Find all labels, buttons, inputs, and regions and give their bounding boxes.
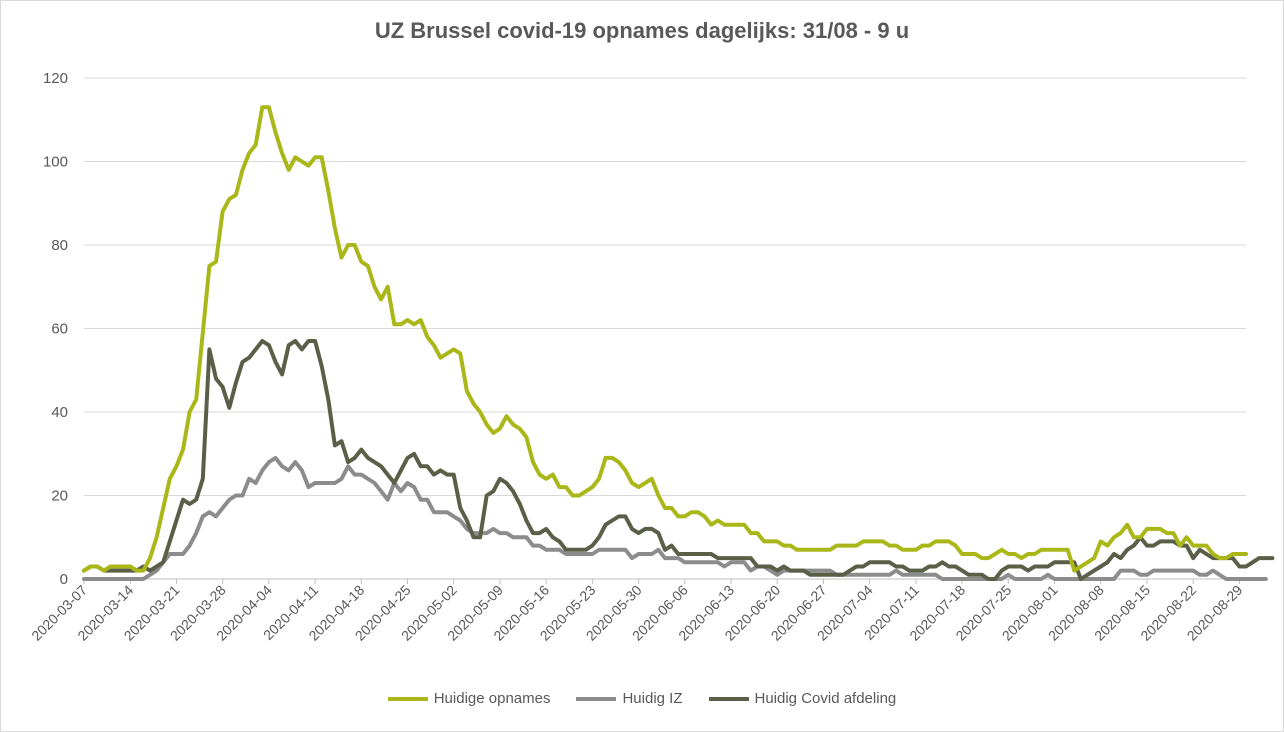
legend-item-huidige-opnames: Huidige opnames: [387, 690, 551, 707]
series-line-huidig-covid-afdeling: [82, 339, 1275, 581]
chart-legend: Huidige opnames Huidig IZ Huidig Covid a…: [0, 690, 1284, 707]
y-tick-label: 20: [51, 488, 68, 505]
y-tick-label: 80: [51, 237, 68, 254]
legend-swatch: [387, 696, 428, 701]
legend-label: Huidig IZ: [622, 690, 683, 707]
legend-item-huidig-iz: Huidig IZ: [576, 690, 683, 707]
y-tick-label: 100: [43, 154, 68, 171]
y-tick-label: 0: [60, 571, 68, 588]
chart-title: UZ Brussel covid-19 opnames dagelijks: 3…: [374, 18, 910, 43]
legend-label: Huidig Covid afdeling: [754, 690, 897, 707]
series-line-huidig-iz: [82, 455, 1268, 581]
y-tick-label: 60: [51, 321, 68, 338]
legend-swatch: [708, 696, 749, 701]
y-tick-label: 40: [51, 404, 68, 421]
y-tick-label: 120: [43, 70, 68, 87]
legend-label: Huidige opnames: [433, 690, 551, 707]
legend-item-huidig-covid-afdeling: Huidig Covid afdeling: [708, 690, 897, 707]
legend-swatch: [576, 696, 617, 701]
series-line-huidige-opnames: [82, 105, 1248, 573]
